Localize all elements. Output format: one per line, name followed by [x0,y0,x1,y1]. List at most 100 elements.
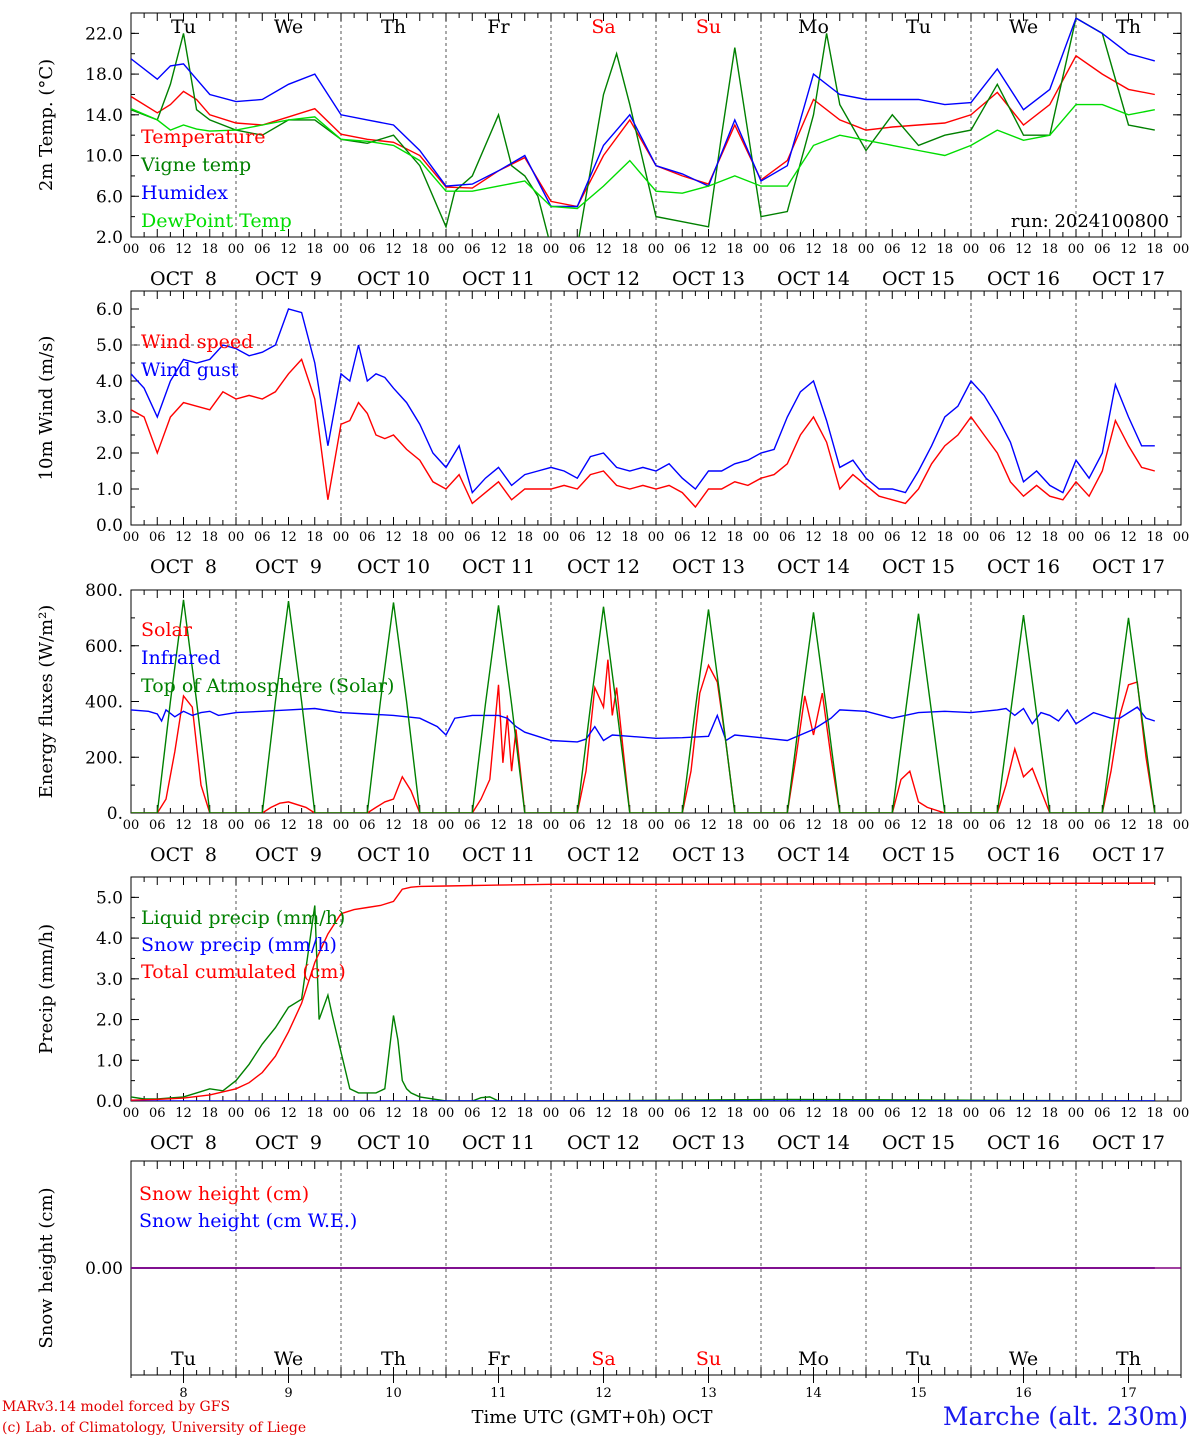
date-label: OCT 14 [777,556,850,578]
legend-entry: Liquid precip (mm/h) [141,907,345,929]
series-line-vigne-temp [131,17,1155,237]
hour-label: 18 [201,530,218,545]
plot-frame [130,589,1182,814]
y-tick-label: 0.0 [96,516,123,536]
date-label: OCT 16 [987,268,1060,290]
hour-label: 00 [1173,818,1190,833]
weekday-label-top: We [274,16,303,38]
hour-label: 00 [648,1106,665,1121]
date-label: OCT 8 [150,556,217,578]
legend-entry: Vigne temp [140,154,251,176]
weekday-label-top: Su [696,16,721,38]
hour-label: 00 [333,1106,350,1121]
weekday-label-bottom: Sa [591,1348,615,1370]
hour-label: 18 [936,818,953,833]
hour-label: 12 [910,1106,927,1121]
hour-label: 06 [464,818,481,833]
hour-label: 06 [569,818,586,833]
date-label: OCT 9 [255,1132,322,1154]
hour-label: 18 [1041,1106,1058,1121]
hour-label: 06 [989,530,1006,545]
y-tick-label: 5.0 [96,336,123,356]
hour-label: 00 [753,530,770,545]
date-label: OCT 8 [150,844,217,866]
hour-label: 12 [700,1106,717,1121]
hour-label: 00 [858,530,875,545]
hour-label: 06 [989,818,1006,833]
hour-label: 06 [464,530,481,545]
hour-label: 00 [438,1106,455,1121]
hour-label: 18 [726,242,743,257]
y-tick-label: 4.0 [96,929,123,949]
day-number: 14 [805,1386,822,1401]
hour-label: 12 [805,530,822,545]
hour-label: 12 [385,530,402,545]
series-line-dewpoint-temp [131,103,1155,210]
series-line-infrared [131,706,1156,743]
weekday-label-top: Sa [591,16,615,38]
hour-label: 00 [333,530,350,545]
y-tick-label: 0.00 [85,1259,123,1279]
hour-label: 18 [411,818,428,833]
hour-label: 18 [516,530,533,545]
day-number: 10 [385,1386,402,1401]
hour-label: 00 [1068,242,1085,257]
hour-label: 06 [569,1106,586,1121]
hour-label: 12 [280,242,297,257]
hour-label: 00 [858,818,875,833]
hour-label: 00 [438,818,455,833]
hour-label: 00 [438,530,455,545]
hour-label: 12 [280,530,297,545]
y-tick-label: 800. [85,581,123,601]
legend-entry: Temperature [141,126,265,148]
hour-label: 12 [385,818,402,833]
hour-label: 12 [490,242,507,257]
date-label: OCT 17 [1092,268,1165,290]
hour-label: 18 [936,1106,953,1121]
date-label: OCT 13 [672,844,745,866]
hour-label: 06 [779,242,796,257]
hour-label: 18 [201,1106,218,1121]
hour-label: 12 [910,242,927,257]
hour-label: 06 [1094,818,1111,833]
day-number: 16 [1015,1386,1032,1401]
legend-entry: Wind speed [141,331,253,353]
hour-label: 00 [1068,1106,1085,1121]
series-line-wind-speed [131,358,1155,509]
hour-label: 12 [280,1106,297,1121]
hour-label: 12 [805,242,822,257]
hour-label: 00 [648,818,665,833]
hour-label: 00 [543,242,560,257]
date-label: OCT 14 [777,844,850,866]
hour-label: 12 [700,818,717,833]
series-line-humidex [131,17,1155,208]
y-tick-label: 2.0 [96,1011,123,1031]
chart-panel-2: 0.0 1.0 2.0 3.0 4.0 5.0 6.0 10m Wind (m/s) Wind … [36,290,1189,578]
y-tick-label: 0.0 [96,1092,123,1112]
hour-label: 18 [306,530,323,545]
y-tick-label: 1.0 [96,1051,123,1071]
hour-label: 06 [1094,242,1111,257]
hour-label: 12 [595,242,612,257]
hour-label: 18 [411,530,428,545]
weekday-label-bottom: We [1009,1348,1038,1370]
chart-panel-3: 0. 200. 400. 600. 800. Energy fluxes (W/m²) So… [36,581,1189,866]
chart-panel-1: 2.0 6.0 10.0 14.0 18.0 22.0 2m Temp. (°C) Tempe… [36,12,1190,290]
hour-label: 18 [621,1106,638,1121]
hour-label: 00 [648,530,665,545]
hour-label: 06 [1094,530,1111,545]
date-label: OCT 9 [255,556,322,578]
hour-label: 18 [936,530,953,545]
series-line-total-cumulated-cm [131,882,1155,1101]
x-axis-title: Time UTC (GMT+0h) OCT [471,1407,712,1428]
date-label: OCT 13 [672,1132,745,1154]
hour-label: 06 [359,530,376,545]
hour-label: 00 [1173,242,1190,257]
series-line-temperature [131,54,1155,208]
weekday-label-bottom: Mo [798,1348,829,1370]
hour-label: 00 [963,1106,980,1121]
date-label: OCT 11 [462,844,535,866]
hour-label: 06 [674,1106,691,1121]
date-label: OCT 14 [777,268,850,290]
y-axis-label: Snow height (cm) [36,1187,57,1348]
